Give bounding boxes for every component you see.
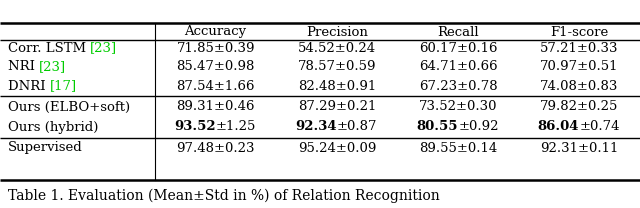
Text: 89.31±0.46: 89.31±0.46 [177, 100, 255, 114]
Text: Ours (hybrid): Ours (hybrid) [8, 120, 99, 134]
Text: 70.97±0.51: 70.97±0.51 [540, 61, 619, 73]
Text: 86.04: 86.04 [538, 120, 579, 134]
Text: 92.34: 92.34 [295, 120, 337, 134]
Text: 74.08±0.83: 74.08±0.83 [540, 79, 619, 93]
Text: 87.54±1.66: 87.54±1.66 [177, 79, 255, 93]
Text: 79.82±0.25: 79.82±0.25 [540, 100, 619, 114]
Text: ±0.74: ±0.74 [579, 120, 620, 134]
Text: [23]: [23] [39, 61, 67, 73]
Text: ±0.87: ±0.87 [337, 120, 378, 134]
Text: 71.85±0.39: 71.85±0.39 [177, 42, 255, 54]
Text: Precision: Precision [306, 26, 368, 38]
Text: 92.31±0.11: 92.31±0.11 [540, 141, 619, 155]
Text: Recall: Recall [437, 26, 479, 38]
Text: F1-score: F1-score [550, 26, 609, 38]
Text: 80.55: 80.55 [417, 120, 458, 134]
Text: 64.71±0.66: 64.71±0.66 [419, 61, 497, 73]
Text: 89.55±0.14: 89.55±0.14 [419, 141, 497, 155]
Text: ±1.25: ±1.25 [216, 120, 256, 134]
Text: [23]: [23] [90, 42, 118, 54]
Text: Supervised: Supervised [8, 141, 83, 155]
Text: 60.17±0.16: 60.17±0.16 [419, 42, 497, 54]
Text: 54.52±0.24: 54.52±0.24 [298, 42, 376, 54]
Text: DNRI: DNRI [8, 79, 50, 93]
Text: 93.52: 93.52 [174, 120, 216, 134]
Text: Ours (ELBO+soft): Ours (ELBO+soft) [8, 100, 130, 114]
Text: 87.29±0.21: 87.29±0.21 [298, 100, 376, 114]
Text: 57.21±0.33: 57.21±0.33 [540, 42, 619, 54]
Text: 78.57±0.59: 78.57±0.59 [298, 61, 376, 73]
Text: Accuracy: Accuracy [184, 26, 246, 38]
Text: 97.48±0.23: 97.48±0.23 [177, 141, 255, 155]
Text: 95.24±0.09: 95.24±0.09 [298, 141, 376, 155]
Text: ±0.92: ±0.92 [458, 120, 499, 134]
Text: 82.48±0.91: 82.48±0.91 [298, 79, 376, 93]
Text: 73.52±0.30: 73.52±0.30 [419, 100, 497, 114]
Text: 85.47±0.98: 85.47±0.98 [177, 61, 255, 73]
Text: Table 1. Evaluation (Mean±Std in %) of Relation Recognition: Table 1. Evaluation (Mean±Std in %) of R… [8, 189, 440, 203]
Text: Corr. LSTM: Corr. LSTM [8, 42, 90, 54]
Text: NRI: NRI [8, 61, 39, 73]
Text: 67.23±0.78: 67.23±0.78 [419, 79, 497, 93]
Text: [17]: [17] [50, 79, 77, 93]
